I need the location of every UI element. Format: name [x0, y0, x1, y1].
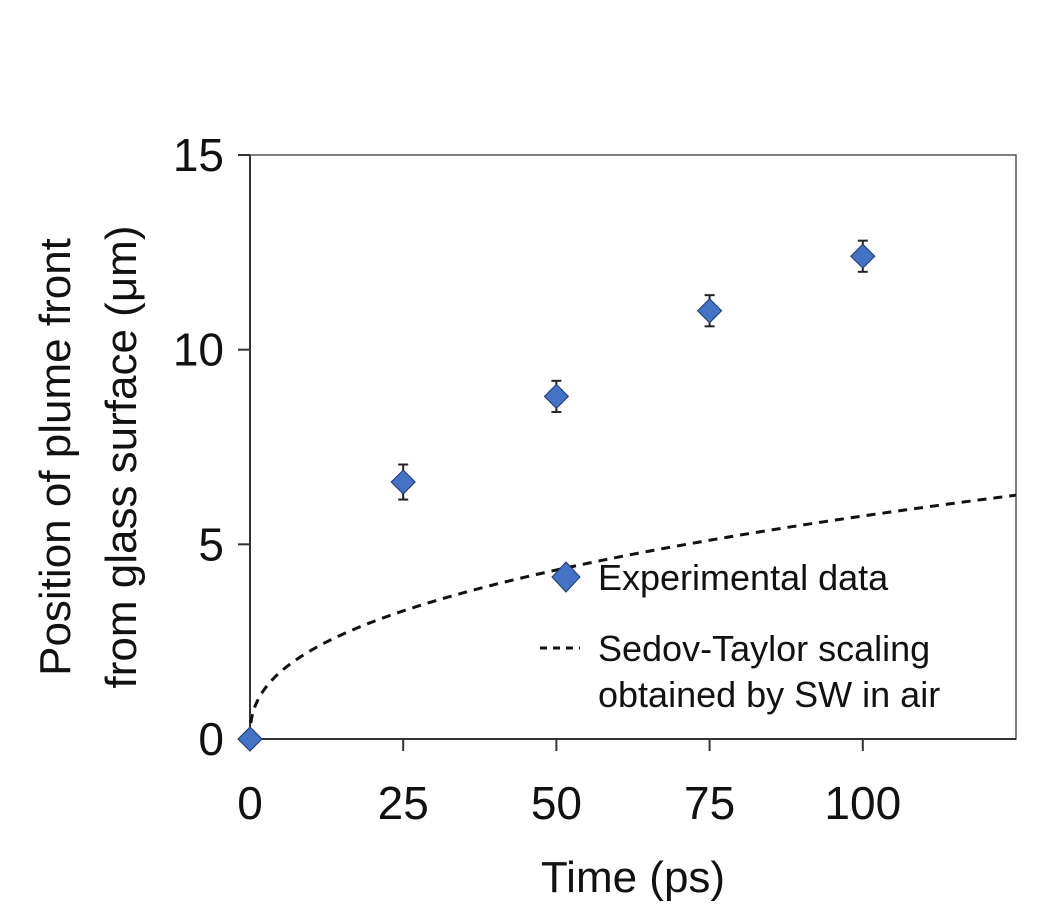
y-axis-title-line-2: from glass surface (μm) — [97, 226, 146, 689]
plot-area — [249, 154, 1017, 740]
y-tick-label: 5 — [198, 518, 224, 570]
data-point-diamond — [850, 243, 876, 269]
data-point-diamond — [390, 469, 416, 495]
legend-diamond-icon — [551, 561, 581, 593]
y-tick-label: 10 — [173, 324, 224, 376]
legend-label-experimental: Experimental data — [598, 557, 889, 598]
data-point-diamond — [237, 726, 263, 752]
y-ticks: 0 5 10 15 — [173, 129, 250, 765]
data-point-diamond — [543, 383, 570, 410]
y-tick-label: 0 — [198, 713, 224, 765]
legend-label-sedov-line-1: Sedov-Taylor scaling — [598, 628, 930, 669]
y-axis-title-line-1: Position of plume front — [31, 238, 80, 676]
experimental-points-layer — [237, 239, 876, 752]
y-tick-label: 15 — [173, 129, 224, 181]
x-ticks: 0 25 50 75 100 — [237, 739, 901, 829]
x-tick-label: 50 — [531, 777, 582, 829]
legend: Experimental data Sedov-Taylor scaling o… — [540, 557, 940, 715]
legend-label-sedov-line-2: obtained by SW in air — [598, 674, 940, 715]
x-axis-title: Time (ps) — [541, 853, 725, 902]
data-point-diamond — [696, 298, 723, 324]
x-tick-label: 0 — [237, 777, 263, 829]
x-tick-label: 25 — [378, 777, 429, 829]
x-tick-label: 75 — [684, 777, 735, 829]
x-tick-label: 100 — [824, 777, 901, 829]
y-axis-title: Position of plume front from glass surfa… — [31, 226, 146, 689]
